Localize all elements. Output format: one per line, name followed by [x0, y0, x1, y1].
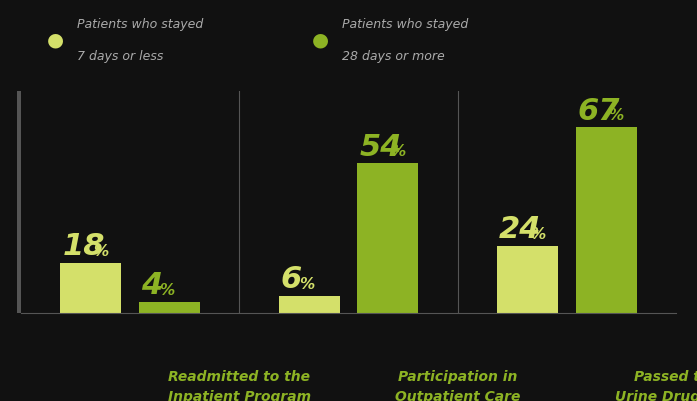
Text: %: %	[390, 144, 405, 159]
Text: Outpatient Care: Outpatient Care	[395, 389, 521, 401]
Bar	[497, 247, 558, 313]
Text: 4: 4	[141, 270, 162, 299]
Text: Patients who stayed: Patients who stayed	[77, 18, 203, 30]
Text: 18: 18	[63, 231, 105, 260]
Text: 7 days or less: 7 days or less	[77, 50, 163, 63]
Text: Participation in: Participation in	[398, 369, 517, 383]
Text: %: %	[530, 227, 545, 242]
Bar	[139, 302, 200, 313]
Text: Passed the: Passed the	[634, 369, 697, 383]
Text: %: %	[300, 276, 314, 291]
Text: %: %	[608, 108, 624, 123]
Text: %: %	[160, 282, 175, 297]
Text: ●: ●	[312, 30, 329, 50]
Text: 24: 24	[499, 215, 542, 244]
Text: 28 days or more: 28 days or more	[342, 50, 444, 63]
Bar	[279, 296, 339, 313]
Text: 54: 54	[360, 132, 402, 161]
Text: 6: 6	[281, 265, 302, 294]
Bar	[576, 128, 637, 313]
Text: 67: 67	[578, 96, 620, 125]
Text: %: %	[93, 243, 108, 258]
Bar	[358, 164, 418, 313]
Text: Urine Drug Test: Urine Drug Test	[615, 389, 697, 401]
Bar	[60, 263, 121, 313]
Text: ●: ●	[47, 30, 64, 50]
Text: Patients who stayed: Patients who stayed	[342, 18, 468, 30]
Text: Readmitted to the: Readmitted to the	[168, 369, 310, 383]
Text: Inpatient Program: Inpatient Program	[168, 389, 311, 401]
